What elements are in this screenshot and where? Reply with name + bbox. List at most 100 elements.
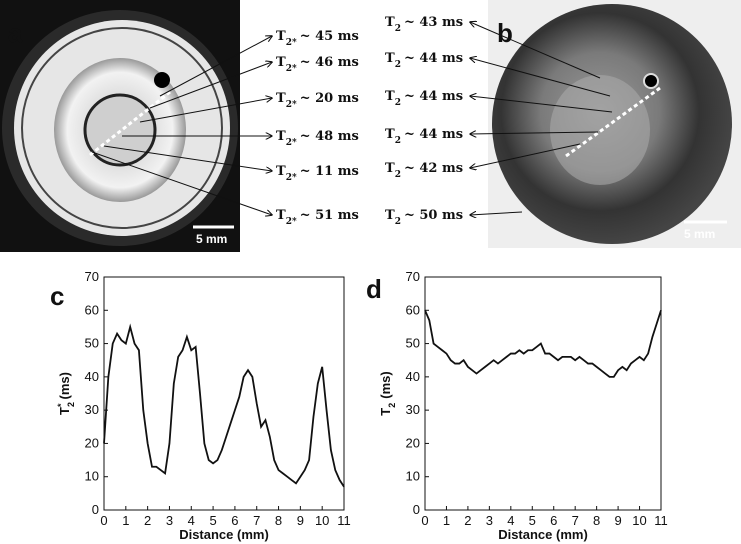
arrow [470,58,611,97]
scale-bar-label: 5 mm [196,232,227,246]
x-tick-label: 8 [593,513,600,528]
annotation-symbol: T [276,91,286,106]
x-tick-label: 9 [297,513,304,528]
annotation: T2* ~ 51 ms [276,208,359,227]
y-tick-label: 50 [85,336,99,351]
y-axis-label: T2* (ms) [56,372,76,415]
annotation-symbol: T [385,15,395,30]
annotation-value: ~ 42 ms [404,161,463,176]
annotation-subscript: 2 [395,170,401,180]
arrow [159,36,272,97]
annotation-subscript: 2 [395,136,401,146]
annotation-value: ~ 51 ms [300,208,359,223]
annotation-symbol: T [385,127,395,142]
annotation-subscript: 2 [395,217,401,227]
annotation-value: ~ 46 ms [300,55,359,70]
data-line [424,309,662,378]
x-tick-label: 1 [443,513,450,528]
arrow [103,145,272,171]
annotation-subscript: 2* [286,173,297,183]
annotation-subscript: 2* [286,217,297,227]
y-axis-subscript: 2 [66,402,76,407]
x-tick-label: 7 [253,513,260,528]
panel-label: d [366,274,382,304]
annotation-value: ~ 11 ms [300,164,359,179]
annotation-symbol: T [276,164,286,179]
annotation: T2* ~ 11 ms [276,164,359,183]
x-tick-label: 10 [632,513,646,528]
annotation-subscript: 2* [286,100,297,110]
x-axis-label: Distance (mm) [498,527,588,542]
arrow [470,212,523,215]
annotation-subscript: 2* [286,138,297,148]
x-tick-label: 6 [231,513,238,528]
annotation: T2 ~ 43 ms [385,15,463,34]
arrow [91,151,272,215]
annotation-symbol: T [276,129,286,144]
arrow [149,62,272,109]
annotation: T2* ~ 45 ms [276,29,359,48]
panel-label: c [50,281,64,311]
panel-label: a [8,18,23,48]
arrow [470,132,599,134]
annotation-symbol: T [276,29,286,44]
annotation-subscript: 2* [286,64,297,74]
x-tick-label: 6 [550,513,557,528]
y-axis-superscript: * [56,403,66,407]
annotation-value: ~ 48 ms [300,129,359,144]
annotation: T2* ~ 20 ms [276,91,359,110]
x-tick-label: 3 [166,513,173,528]
y-tick-label: 10 [85,469,99,484]
y-axis-unit: (ms) [378,371,393,398]
annotation: T2* ~ 48 ms [276,129,359,148]
x-tick-label: 9 [614,513,621,528]
plot-frame [424,276,662,511]
x-tick-label: 7 [572,513,579,528]
x-tick-label: 5 [209,513,216,528]
y-tick-label: 20 [85,435,99,450]
arrow [470,143,581,168]
y-axis-label: T2 (ms) [378,371,397,415]
annotation: T2 ~ 42 ms [385,161,463,180]
y-tick-label: 20 [406,435,420,450]
y-tick-label: 30 [85,402,99,417]
y-tick-label: 60 [85,302,99,317]
arrow [470,22,601,79]
y-axis-symbol: T [378,408,393,416]
annotation-symbol: T [276,208,286,223]
x-tick-label: 4 [507,513,514,528]
annotation-subscript: 2 [395,24,401,34]
x-tick-label: 11 [654,513,668,528]
annotation-value: ~ 43 ms [404,15,463,30]
mri-image-a [0,0,240,252]
x-tick-label: 0 [421,513,428,528]
y-tick-label: 60 [406,302,420,317]
annotation-symbol: T [276,55,286,70]
mri-image-b [488,0,741,248]
annotation-value: ~ 44 ms [404,89,463,104]
panel-label: b [497,18,513,48]
annotation-subscript: 2* [286,38,297,48]
y-axis-symbol: T [57,407,72,415]
annotation: T2 ~ 44 ms [385,89,463,108]
y-tick-label: 70 [85,269,99,284]
x-tick-label: 10 [315,513,329,528]
annotation-value: ~ 44 ms [404,127,463,142]
annotation-subscript: 2 [395,60,401,70]
annotation: T2* ~ 46 ms [276,55,359,74]
data-line [103,323,345,488]
y-axis-unit: (ms) [57,372,72,399]
x-tick-label: 0 [100,513,107,528]
arrow [470,96,613,113]
annotation-value: ~ 44 ms [404,51,463,66]
annotation-subscript: 2 [395,98,401,108]
y-tick-label: 0 [92,502,99,517]
y-tick-label: 50 [406,336,420,351]
x-tick-label: 2 [464,513,471,528]
annotation: T2 ~ 44 ms [385,51,463,70]
y-tick-label: 0 [413,502,420,517]
annotation-value: ~ 45 ms [300,29,359,44]
annotation: T2 ~ 44 ms [385,127,463,146]
y-tick-label: 30 [406,402,420,417]
x-tick-label: 1 [122,513,129,528]
